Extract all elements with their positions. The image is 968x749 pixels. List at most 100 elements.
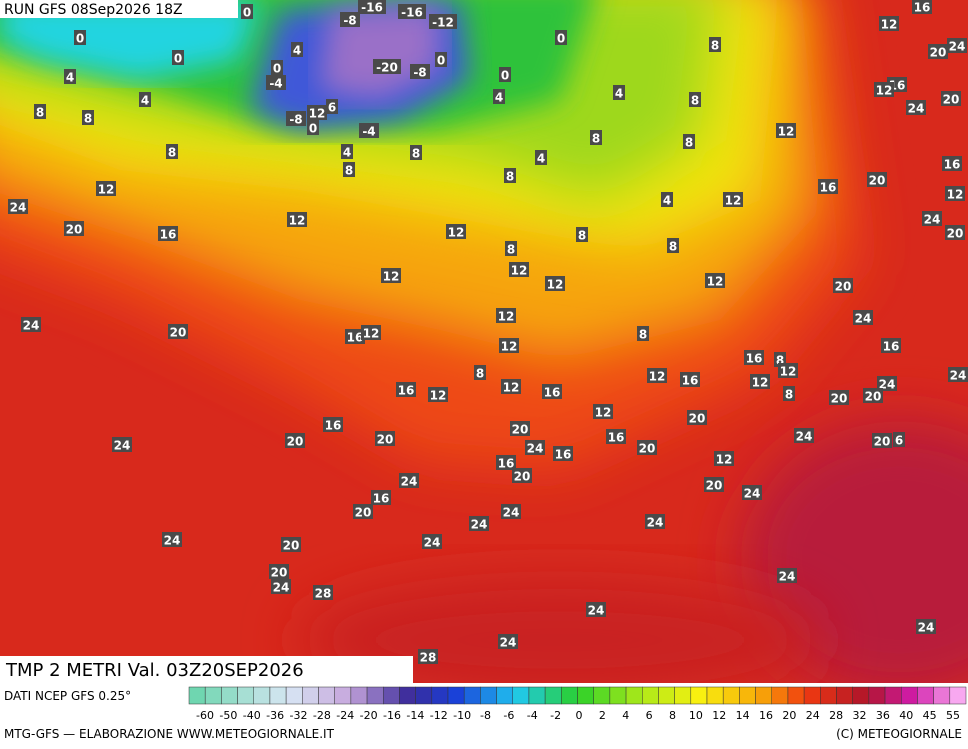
scale-cell <box>625 686 643 705</box>
label-box <box>158 226 178 241</box>
label-box <box>680 372 700 387</box>
temperature-label: 16 <box>682 374 699 388</box>
temperature-label: 20 <box>874 435 891 449</box>
temperature-label: 28 <box>420 651 437 665</box>
temperature-label: 20 <box>283 539 300 553</box>
label-box <box>139 92 151 107</box>
label-box <box>269 564 289 579</box>
label-box <box>381 268 401 283</box>
scale-cell <box>253 686 271 705</box>
temperature-label: 16 <box>498 457 515 471</box>
label-box <box>576 227 588 242</box>
temperature-label: -8 <box>413 66 426 80</box>
temperature-label: 12 <box>595 406 612 420</box>
label-box <box>340 12 360 27</box>
label-box <box>705 273 725 288</box>
temperature-label: 4 <box>343 146 351 160</box>
temperature-label: 20 <box>947 227 964 241</box>
temperature-label: 0 <box>174 52 182 66</box>
scale-label: 55 <box>946 709 960 722</box>
label-box <box>606 429 626 444</box>
scale-cell <box>933 686 951 705</box>
label-box <box>361 325 381 340</box>
scale-label: -20 <box>360 709 378 722</box>
scale-cell <box>318 686 335 705</box>
temperature-label: -8 <box>289 113 302 127</box>
label-box <box>493 89 505 104</box>
scale-label: -4 <box>527 709 538 722</box>
label-box <box>313 585 333 600</box>
label-box <box>637 440 657 455</box>
scale-cell <box>350 686 368 705</box>
temperature-label: 24 <box>164 534 181 548</box>
temperature-label: 12 <box>547 278 564 292</box>
label-box <box>96 181 116 196</box>
temperature-label: 8 <box>669 240 677 254</box>
temperature-label: 8 <box>776 354 784 368</box>
temperature-label: 0 <box>243 6 251 20</box>
temperature-label: -16 <box>401 6 423 20</box>
scale-cell <box>496 686 513 705</box>
temperature-label: 24 <box>424 536 441 550</box>
scale-cell <box>706 686 724 705</box>
label-box <box>525 440 545 455</box>
label-box <box>687 410 707 425</box>
label-box <box>553 446 573 461</box>
scale-label: -36 <box>266 709 284 722</box>
label-box <box>945 186 965 201</box>
scale-cell <box>642 686 659 705</box>
temperature-label: 16 <box>944 158 961 172</box>
label-box <box>647 368 667 383</box>
temperature-label: 0 <box>76 32 84 46</box>
temperature-label: 24 <box>950 369 967 383</box>
label-box <box>371 490 391 505</box>
temperature-label: 12 <box>716 453 733 467</box>
scale-cell <box>755 686 772 705</box>
label-box <box>510 421 530 436</box>
temperature-label: 16 <box>160 228 177 242</box>
scale-cell <box>722 686 740 705</box>
temperature-label: 0 <box>309 122 317 136</box>
copyright: (C) METEOGIORNALE <box>836 727 962 741</box>
temperature-label: 24 <box>503 506 520 520</box>
label-box <box>505 241 517 256</box>
temperature-label: 8 <box>36 106 44 120</box>
label-box <box>271 579 291 594</box>
scale-label: 40 <box>899 709 913 722</box>
data-source: DATI NCEP GFS 0.25° <box>4 689 131 703</box>
temperature-label: 24 <box>918 621 935 635</box>
scale-label: 10 <box>689 709 703 722</box>
scale-label: -2 <box>550 709 561 722</box>
temperature-label: 8 <box>685 136 693 150</box>
label-box <box>410 145 422 160</box>
temperature-label: -16 <box>361 1 383 15</box>
temperature-label: 24 <box>949 40 966 54</box>
scale-label: 36 <box>876 709 890 722</box>
scale-label: 14 <box>736 709 750 722</box>
label-box <box>266 75 286 90</box>
temperature-label: 16 <box>398 384 415 398</box>
scale-cell <box>917 686 934 705</box>
label-box <box>750 374 770 389</box>
label-box <box>499 67 511 82</box>
scale-cell <box>188 686 206 705</box>
temperature-label: 4 <box>495 91 503 105</box>
temperature-label: 24 <box>23 319 40 333</box>
temperature-label: 24 <box>779 570 796 584</box>
scale-label: 16 <box>759 709 773 722</box>
label-box <box>498 634 518 649</box>
scale-cell <box>609 686 627 705</box>
label-box <box>881 338 901 353</box>
label-box <box>34 104 46 119</box>
scale-cell <box>221 686 238 705</box>
temperature-label: 12 <box>501 340 518 354</box>
temperature-label: 8 <box>507 243 515 257</box>
scale-cell <box>383 686 400 705</box>
color-scale: -60 -50 -40 -36 -32 -28 -24 -20 -16 -14 -12 -10 -8 -6… <box>188 686 967 722</box>
temperature-label: 20 <box>512 423 529 437</box>
label-box <box>474 365 486 380</box>
temperature-label: 8 <box>639 328 647 342</box>
scale-cell <box>787 686 805 705</box>
scale-cell <box>820 686 837 705</box>
